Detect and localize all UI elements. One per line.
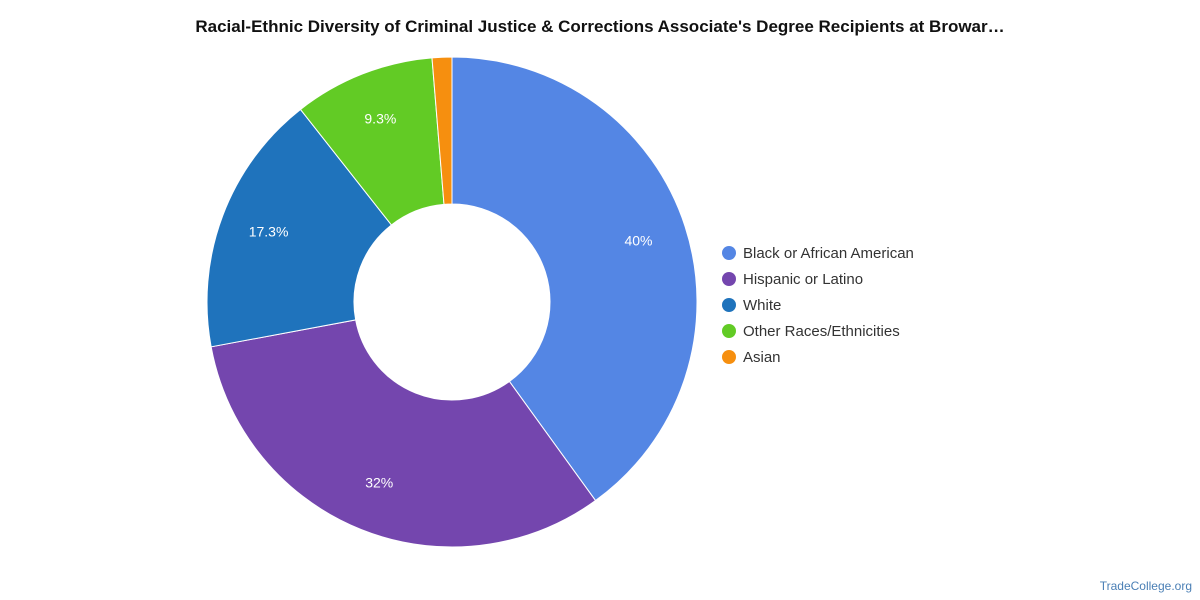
legend-swatch-hispanic — [722, 272, 736, 286]
slice-black-or-african-american[interactable] — [451, 56, 698, 502]
legend-swatch-black — [722, 246, 736, 260]
slice-label-hispanic-or-latino: 32% — [365, 475, 393, 491]
legend-label-asian: Asian — [743, 348, 781, 366]
legend-swatch-white — [722, 298, 736, 312]
legend-item-asian[interactable]: Asian — [722, 344, 914, 370]
legend-item-other[interactable]: Other Races/Ethnicities — [722, 318, 914, 344]
watermark: TradeCollege.org — [1099, 579, 1192, 593]
legend-label-white: White — [743, 296, 782, 314]
legend-item-black[interactable]: Black or African American — [722, 240, 914, 266]
legend-swatch-asian — [722, 350, 736, 364]
chart-legend: Black or African American Hispanic or La… — [722, 240, 914, 370]
legend-swatch-other — [722, 324, 736, 338]
legend-label-hispanic: Hispanic or Latino — [743, 270, 864, 288]
slice-asian[interactable] — [431, 56, 453, 205]
chart-title: Racial-Ethnic Diversity of Criminal Just… — [195, 17, 1005, 36]
slice-label-black-or-african-american: 40% — [624, 232, 652, 248]
slice-hispanic-or-latino[interactable] — [210, 319, 597, 548]
slice-label-white: 17.3% — [249, 224, 289, 240]
legend-item-hispanic[interactable]: Hispanic or Latino — [722, 266, 914, 292]
legend-label-other: Other Races/Ethnicities — [743, 322, 900, 340]
slice-white[interactable] — [206, 108, 393, 348]
slice-label-other-races-ethnicities: 9.3% — [364, 110, 396, 126]
legend-item-white[interactable]: White — [722, 292, 914, 318]
legend-label-black: Black or African American — [743, 244, 914, 262]
